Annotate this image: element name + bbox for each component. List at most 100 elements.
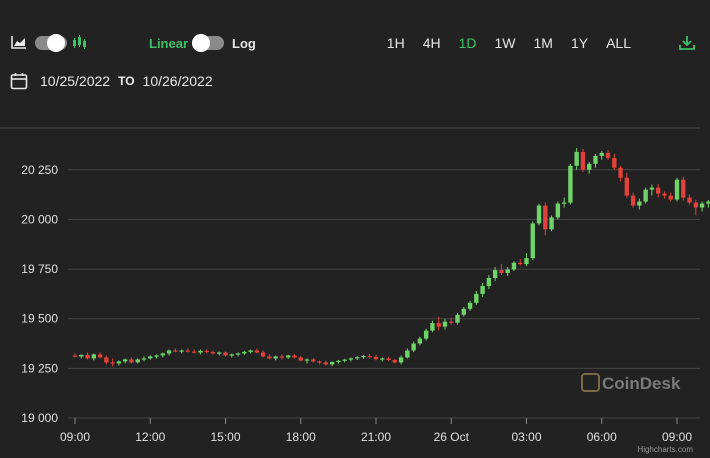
- candle-body: [273, 356, 278, 359]
- candle: [624, 172, 630, 198]
- candle-body: [543, 205, 548, 230]
- range-1d-button[interactable]: 1D: [458, 35, 477, 51]
- candle: [348, 357, 354, 362]
- candle: [248, 349, 253, 354]
- candle: [254, 348, 260, 354]
- chart-type-toggle[interactable]: [35, 34, 67, 52]
- candle: [217, 351, 222, 356]
- x-tick-label: 18:00: [286, 430, 316, 444]
- candle: [373, 354, 379, 361]
- candle-body: [254, 350, 260, 353]
- candle: [304, 358, 310, 364]
- candle-body: [116, 361, 122, 364]
- range-1y-button[interactable]: 1Y: [570, 35, 589, 51]
- candle: [430, 320, 435, 333]
- download-icon[interactable]: [678, 34, 696, 52]
- candle-body: [706, 201, 710, 204]
- candle: [223, 351, 228, 357]
- candle: [492, 267, 498, 281]
- candle-body: [668, 195, 673, 200]
- candle: [417, 336, 423, 346]
- scale-log-label[interactable]: Log: [232, 36, 256, 51]
- candle-body: [210, 352, 216, 354]
- range-1w-button[interactable]: 1W: [494, 35, 516, 51]
- candle: [568, 163, 573, 205]
- date-to[interactable]: 10/26/2022: [142, 73, 213, 89]
- candle: [97, 352, 103, 359]
- highcharts-credit[interactable]: Highcharts.com: [637, 445, 693, 454]
- date-from[interactable]: 10/25/2022: [40, 73, 111, 89]
- candle-body: [599, 152, 604, 156]
- candle-body: [311, 359, 316, 362]
- candle-body: [536, 205, 542, 224]
- download-icon-graphic: [679, 36, 695, 50]
- candle-body: [411, 343, 416, 351]
- candle: [179, 349, 184, 354]
- candle-body: [486, 278, 492, 286]
- candle: [298, 356, 303, 362]
- candle-body: [461, 308, 466, 315]
- y-axis-labels: 19 000 19 250 19 500 19 750 20 000 20 250: [21, 163, 58, 425]
- candle: [599, 150, 604, 160]
- candle-body: [624, 177, 630, 196]
- candle: [267, 354, 272, 360]
- candle: [361, 354, 366, 359]
- candle: [242, 350, 247, 355]
- x-tick-label: 06:00: [587, 430, 617, 444]
- candle: [398, 355, 404, 365]
- candle-body: [380, 358, 385, 360]
- candle: [160, 352, 165, 358]
- candle: [461, 306, 466, 317]
- candle: [518, 259, 523, 266]
- candle-body: [492, 270, 498, 279]
- area-chart-icon[interactable]: [10, 34, 28, 50]
- candle: [474, 290, 479, 305]
- y-tick-label: 20 000: [21, 212, 58, 226]
- candle: [122, 358, 128, 364]
- scale-toggle[interactable]: [192, 34, 224, 52]
- candle-body: [612, 157, 617, 168]
- candle: [273, 355, 278, 361]
- candle-body: [637, 201, 642, 206]
- candle-body: [662, 193, 667, 196]
- candle: [72, 353, 78, 358]
- x-axis: 09:00 12:00 15:00 18:00 21:00 26 Oct 03:00 06:0…: [60, 418, 692, 444]
- candle-body: [643, 189, 648, 202]
- y-tick-label: 19 250: [21, 361, 58, 375]
- candle: [110, 358, 115, 367]
- candle: [204, 349, 209, 354]
- candle: [524, 253, 529, 267]
- candle-body: [436, 323, 441, 327]
- candle: [423, 328, 429, 341]
- candle: [649, 184, 655, 196]
- candle-body: [342, 359, 347, 361]
- candle-body: [148, 356, 153, 359]
- candle-body: [467, 302, 473, 309]
- candle-body: [511, 262, 517, 270]
- candle-body: [405, 350, 410, 358]
- candle-body: [79, 354, 84, 357]
- candle-body: [480, 285, 485, 294]
- candle: [292, 354, 297, 359]
- candle: [549, 215, 554, 232]
- range-all-button[interactable]: ALL: [606, 35, 631, 51]
- candle: [173, 348, 178, 353]
- candle-body: [160, 353, 165, 356]
- range-1m-button[interactable]: 1M: [533, 35, 553, 51]
- candle: [655, 184, 661, 198]
- candle: [668, 192, 673, 202]
- candle-body: [417, 338, 423, 344]
- candle: [499, 264, 504, 276]
- calendar-icon[interactable]: [10, 72, 28, 90]
- candle: [336, 360, 341, 364]
- scale-linear-label[interactable]: Linear: [149, 36, 189, 51]
- range-1h-button[interactable]: 1H: [386, 35, 405, 51]
- candle: [442, 318, 448, 330]
- candle: [235, 352, 241, 357]
- range-4h-button[interactable]: 4H: [422, 35, 441, 51]
- candle: [530, 221, 535, 261]
- candlestick-icon[interactable]: [71, 34, 87, 50]
- candle: [543, 202, 548, 236]
- candlestick-icon-graphic: [73, 35, 86, 49]
